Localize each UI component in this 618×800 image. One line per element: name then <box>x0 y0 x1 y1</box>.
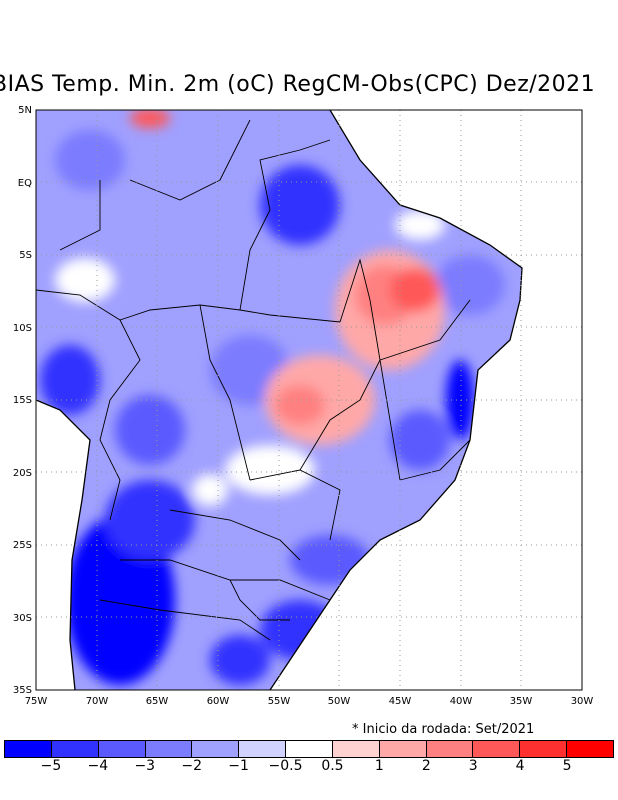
anomaly-blob <box>390 268 440 312</box>
colorbar-label: −5 <box>40 758 62 774</box>
run-start-note: * Inicio da rodada: Set/2021 <box>352 722 535 737</box>
y-tick-label: 35S <box>13 685 32 696</box>
y-tick-label: 30S <box>13 613 32 624</box>
anomaly-blob <box>55 130 125 190</box>
anomaly-blob <box>435 255 505 315</box>
colorbar-label: 1 <box>374 758 384 774</box>
colorbar-label: −3 <box>134 758 156 774</box>
anomaly-blob <box>40 345 100 415</box>
colorbar-label: 4 <box>515 758 525 774</box>
x-tick-label: 65W <box>146 696 169 707</box>
anomaly-blob <box>395 210 445 240</box>
y-tick-label: 25S <box>13 540 32 551</box>
x-tick-labels: 75W 70W 65W 60W 55W 50W 45W 40W 35W 30W <box>25 696 594 707</box>
colorbar-label: −2 <box>181 758 203 774</box>
anomaly-blob <box>225 445 315 495</box>
x-tick-label: 55W <box>268 696 291 707</box>
colorbar-segment <box>145 741 193 757</box>
map-frame <box>35 109 583 691</box>
anomaly-blob <box>115 395 185 465</box>
colorbar-segment <box>98 741 146 757</box>
anomaly-blob <box>192 474 228 506</box>
colorbar-segment <box>379 741 427 757</box>
anomaly-blob <box>105 480 195 560</box>
x-tick-label: 35W <box>510 696 533 707</box>
y-tick-label: 15S <box>13 395 32 406</box>
colorbar <box>4 740 614 758</box>
colorbar-segment <box>51 741 99 757</box>
y-tick-label: EQ <box>18 178 32 189</box>
political-borders <box>35 119 471 641</box>
colorbar-label: 5 <box>562 758 572 774</box>
anomaly-blob <box>130 110 170 128</box>
y-tick-label: 5S <box>19 250 32 261</box>
colorbar-label: −4 <box>87 758 109 774</box>
y-tick-label: 20S <box>13 468 32 479</box>
anomaly-blob <box>210 635 270 685</box>
colorbar-label: 3 <box>468 758 478 774</box>
x-tick-label: 45W <box>389 696 412 707</box>
colorbar-segment <box>567 741 613 757</box>
x-tick-label: 50W <box>328 696 351 707</box>
colorbar-segment <box>5 741 52 757</box>
colorbar-segment <box>332 741 380 757</box>
y-tick-labels: 5N EQ 5S 10S 15S 20S 25S 30S 35S <box>13 105 32 696</box>
map-title-text: BIAS Temp. Min. 2m (oC) RegCM-Obs(CPC) D… <box>0 72 596 97</box>
x-tick-label: 70W <box>86 696 109 707</box>
y-tick-label: 10S <box>13 323 32 334</box>
anomaly-blob <box>275 385 325 425</box>
x-tick-label: 60W <box>207 696 230 707</box>
x-tick-label: 75W <box>25 696 48 707</box>
colorbar-segment <box>239 741 287 757</box>
x-tick-label: 30W <box>571 696 594 707</box>
colorbar-segment <box>473 741 521 757</box>
anomaly-blob <box>390 410 450 470</box>
colorbar-segment <box>426 741 474 757</box>
anomaly-blob <box>446 360 474 440</box>
colorbar-label: −0.5 <box>268 758 303 774</box>
colorbar-segment <box>520 741 568 757</box>
colorbar-label: 0.5 <box>321 758 344 774</box>
colorbar-segment <box>286 741 333 757</box>
x-tick-label: 40W <box>450 696 473 707</box>
anomaly-blob <box>55 258 115 302</box>
colorbar-labels: −5 −4 −3 −2 −1 −0.5 0.5 1 2 3 4 5 <box>0 758 618 782</box>
anomaly-blob <box>260 165 340 245</box>
y-tick-label: 5N <box>18 105 32 116</box>
colorbar-segment <box>192 741 240 757</box>
map-title: BIAS Temp. Min. 2m (oC) RegCM-Obs(CPC) D… <box>0 72 618 97</box>
graticule <box>36 110 582 690</box>
colorbar-label: 2 <box>421 758 431 774</box>
colorbar-label: −1 <box>228 758 249 774</box>
coastline <box>35 109 523 691</box>
